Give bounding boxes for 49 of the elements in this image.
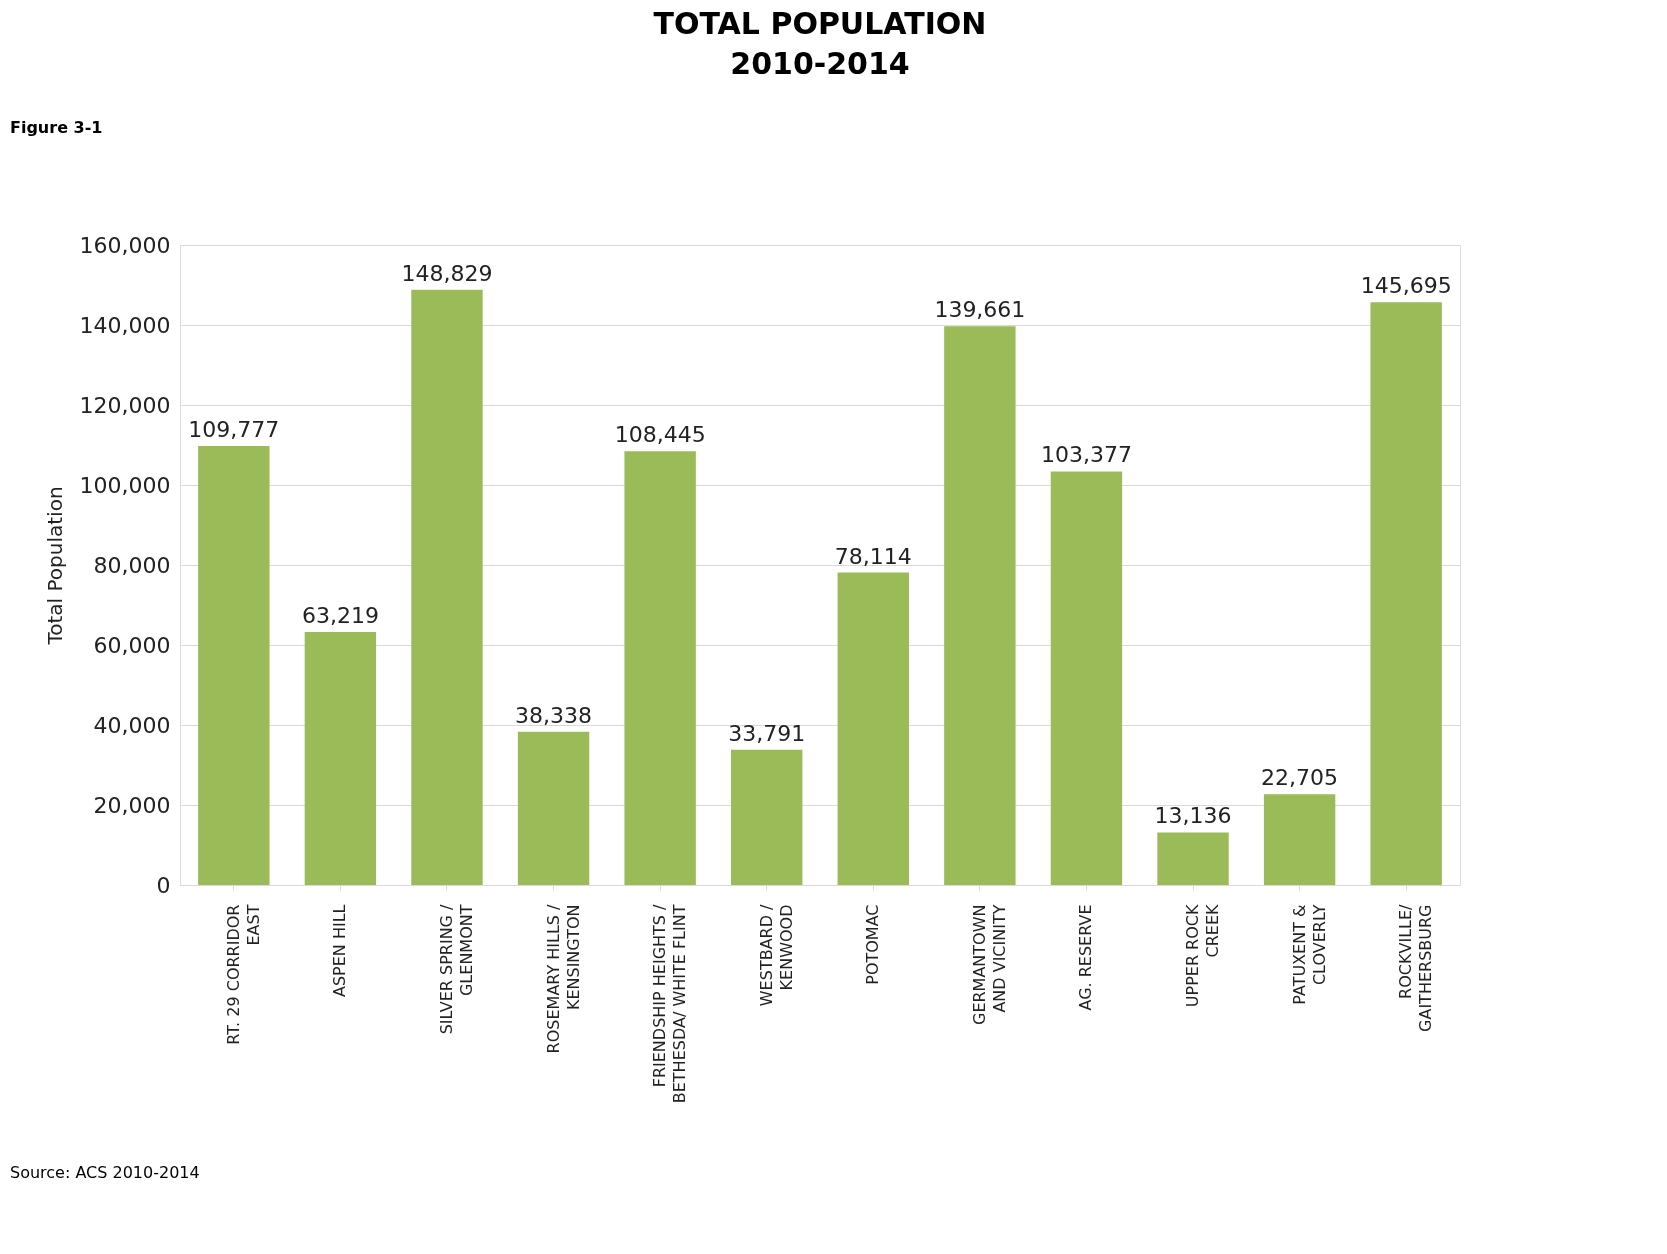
data-label: 13,136 bbox=[1154, 803, 1232, 829]
y-tick-label: 100,000 bbox=[79, 472, 171, 498]
x-tick-label: POTOMAC bbox=[863, 904, 883, 985]
data-label: 78,114 bbox=[834, 543, 912, 569]
bar bbox=[304, 632, 377, 885]
y-axis-title: Total Population bbox=[42, 486, 67, 646]
x-tick-label: WESTBARD / KENWOOD bbox=[756, 903, 796, 1007]
bar bbox=[1050, 471, 1123, 885]
x-tick-label: AG. RESERVE bbox=[1076, 904, 1096, 1011]
x-tick-label: PATUXENT & CLOVERLY bbox=[1289, 904, 1329, 1005]
data-label: 22,705 bbox=[1261, 765, 1339, 791]
y-tick-label: 80,000 bbox=[93, 552, 171, 578]
bar bbox=[198, 445, 270, 885]
data-label: 109,777 bbox=[188, 416, 280, 442]
y-tick-label: 40,000 bbox=[93, 712, 171, 738]
bar bbox=[517, 731, 590, 885]
bar bbox=[1370, 302, 1442, 885]
source-note: Source: ACS 2010-2014 bbox=[10, 1163, 200, 1182]
x-tick-label: ASPEN HILL bbox=[330, 904, 350, 997]
bar bbox=[411, 289, 483, 885]
data-label: 108,445 bbox=[614, 422, 706, 448]
bar bbox=[944, 326, 1016, 885]
data-label: 63,219 bbox=[301, 603, 379, 629]
bar bbox=[1157, 832, 1229, 885]
data-label: 38,338 bbox=[515, 702, 593, 728]
x-tick-label: UPPER ROCK CREEK bbox=[1183, 903, 1223, 1008]
x-tick-label: FRIENDSHIP HEIGHTS / BETHESDA/ WHITE FLINT bbox=[650, 903, 690, 1104]
bar bbox=[731, 749, 803, 885]
chart-title: TOTAL POPULATION 2010-2014 bbox=[653, 6, 987, 81]
y-tick-label: 20,000 bbox=[93, 792, 171, 818]
y-tick-label: 120,000 bbox=[79, 392, 171, 418]
x-tick-label: ROCKVILLE/ GAITHERSBURG bbox=[1396, 903, 1436, 1032]
x-tick-label: RT. 29 CORRIDOR EAST bbox=[223, 904, 263, 1045]
y-tick-label: 60,000 bbox=[93, 632, 171, 658]
x-tick-label: ROSEMARY HILLS / KENSINGTON bbox=[543, 903, 583, 1054]
data-label: 33,791 bbox=[728, 720, 806, 746]
data-label: 103,377 bbox=[1040, 442, 1132, 468]
data-label: 145,695 bbox=[1360, 273, 1452, 299]
data-label: 148,829 bbox=[401, 260, 493, 286]
x-tick-label: GERMANTOWN AND VICINITY bbox=[969, 904, 1009, 1025]
y-tick-label: 140,000 bbox=[79, 312, 171, 338]
data-label: 139,661 bbox=[934, 297, 1026, 323]
bar bbox=[1263, 794, 1336, 885]
bar bbox=[837, 572, 909, 885]
caption: Figure 3-1 bbox=[10, 118, 103, 137]
y-tick-label: 160,000 bbox=[79, 232, 171, 258]
x-tick-label: SILVER SPRING / GLENMONT bbox=[436, 903, 476, 1035]
y-tick-label: 0 bbox=[156, 872, 171, 898]
bar bbox=[624, 451, 696, 885]
